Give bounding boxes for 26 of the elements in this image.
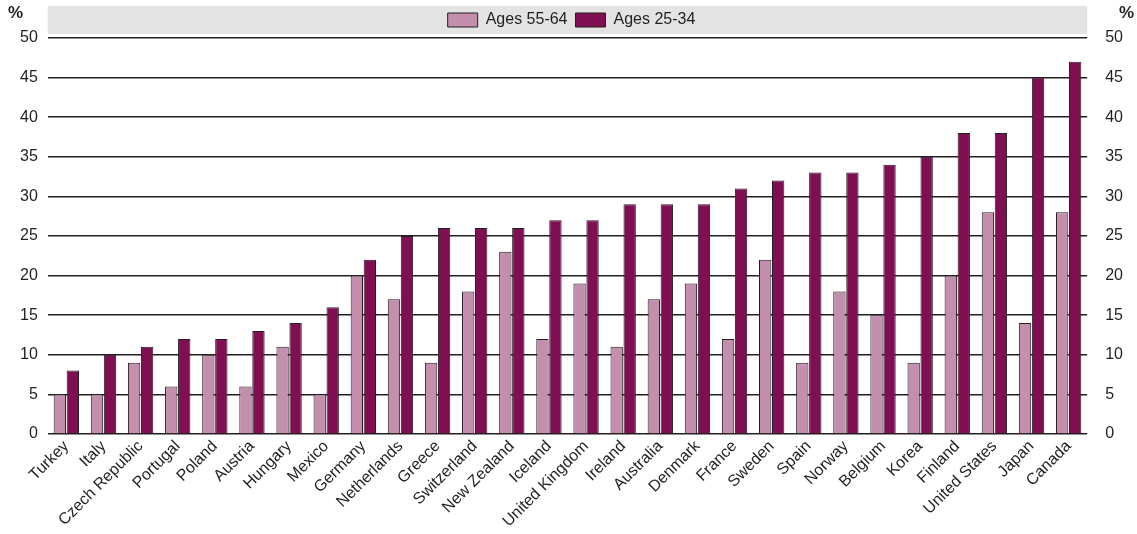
- y2-tick-label: 15: [1105, 305, 1124, 323]
- y-tick-label: 50: [20, 28, 38, 46]
- legend-label: Ages 55-64: [485, 10, 568, 28]
- y-tick-label: 0: [28, 424, 38, 442]
- y2-tick-label: 30: [1105, 186, 1124, 204]
- y2-tick-label: 40: [1105, 107, 1124, 125]
- y2-tick-label: 10: [1105, 345, 1124, 363]
- y2-axis-title: %: [1118, 3, 1134, 23]
- legend-label: Ages 25-34: [613, 10, 696, 28]
- y2-tick-label: 0: [1105, 424, 1115, 442]
- y2-tick-label: 50: [1105, 28, 1124, 46]
- y-tick-label: 45: [20, 68, 38, 85]
- y-axis-title: %: [8, 3, 24, 23]
- y2-tick-label: 20: [1105, 265, 1124, 283]
- y-tick-label: 15: [20, 305, 38, 323]
- y-tick-label: 30: [20, 186, 38, 204]
- y2-tick-label: 5: [1105, 384, 1115, 402]
- y-tick-label: 25: [20, 226, 38, 244]
- y-tick-label: 5: [28, 384, 38, 402]
- y2-tick-label: 45: [1105, 68, 1124, 85]
- y2-tick-label: 25: [1105, 226, 1124, 244]
- y-tick-label: 40: [20, 107, 38, 125]
- y-tick-label: 20: [20, 265, 38, 283]
- y-tick-label: 10: [20, 345, 38, 363]
- y2-tick-label: 35: [1105, 147, 1124, 165]
- y-tick-label: 35: [20, 147, 38, 165]
